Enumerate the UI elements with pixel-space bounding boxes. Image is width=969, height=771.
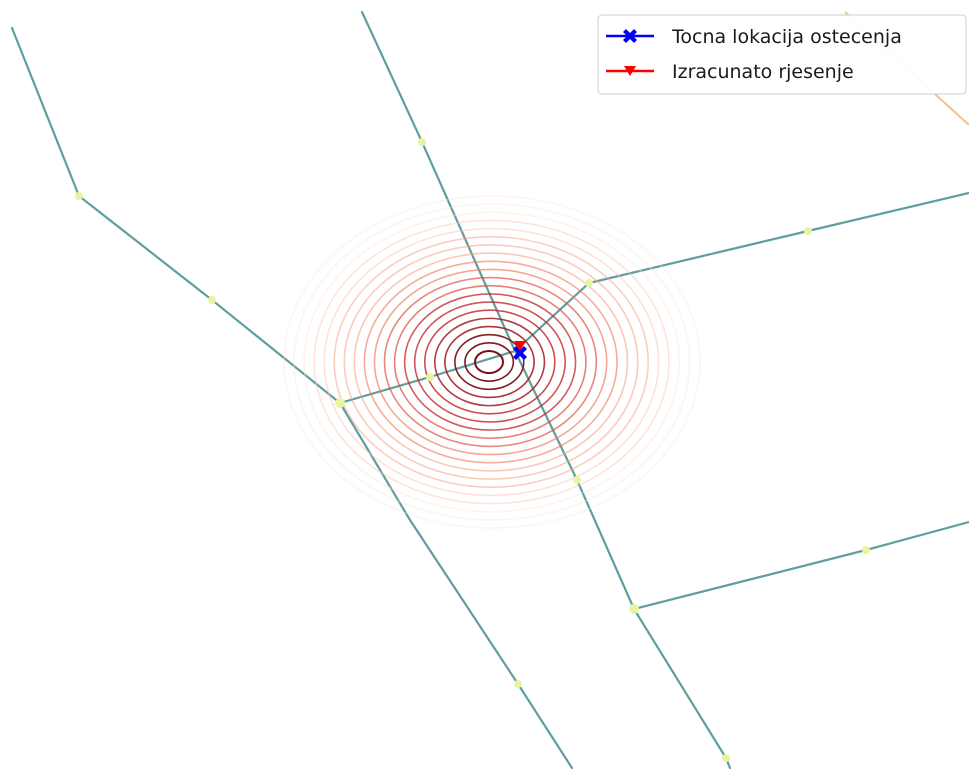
legend-item-computed-solution: Izracunato rjesenje (606, 61, 854, 83)
contour-ring (413, 301, 567, 423)
legend-label-computed-solution: Izracunato rjesenje (672, 61, 854, 83)
junction-node (208, 296, 216, 304)
junction-node (426, 373, 434, 381)
legend-box (597, 14, 967, 95)
junction-node (804, 227, 812, 235)
junction-node (862, 546, 870, 554)
pipe-segment (513, 191, 969, 353)
junction-node (573, 476, 581, 484)
true-location-marker (513, 346, 527, 360)
contour-ring (433, 317, 546, 407)
contour-ring (283, 195, 701, 529)
down-triangle-marker-icon (624, 66, 636, 76)
contour-ring (454, 333, 525, 391)
contour-ring (403, 293, 577, 431)
contour-ring (363, 260, 618, 464)
junction-node (514, 680, 522, 688)
junction-node (418, 138, 426, 146)
junction-node (629, 604, 639, 614)
contour-ring (323, 227, 660, 497)
junction-node (585, 279, 593, 287)
contour-ring (293, 203, 691, 521)
junction-node (722, 754, 730, 762)
contour-ring (313, 219, 670, 505)
contour-ring (373, 268, 608, 456)
contour-ring (303, 211, 681, 513)
contour-ring (393, 284, 587, 440)
computed-solution-marker (514, 341, 526, 351)
contour-ring (474, 350, 504, 374)
contour-ring (343, 244, 639, 480)
contour-ring (444, 325, 535, 399)
pipe-segment (10, 26, 342, 405)
contour-ring (423, 309, 556, 415)
junction-node (335, 398, 345, 408)
pipe-segment (338, 401, 574, 770)
contour-ring (383, 276, 598, 448)
legend-item-true-location: Tocna lokacija ostecenja (606, 26, 902, 48)
junction-nodes (75, 138, 870, 762)
junction-node (75, 192, 83, 200)
contour-ring (464, 342, 515, 382)
legend-label-true-location: Tocna lokacija ostecenja (671, 26, 902, 48)
legend: Tocna lokacija ostecenja Izracunato rjes… (597, 14, 967, 95)
contour-ring (353, 252, 629, 472)
contour-rings (283, 195, 701, 529)
filled-x-marker-icon (623, 29, 637, 43)
contour-ring (333, 235, 649, 489)
